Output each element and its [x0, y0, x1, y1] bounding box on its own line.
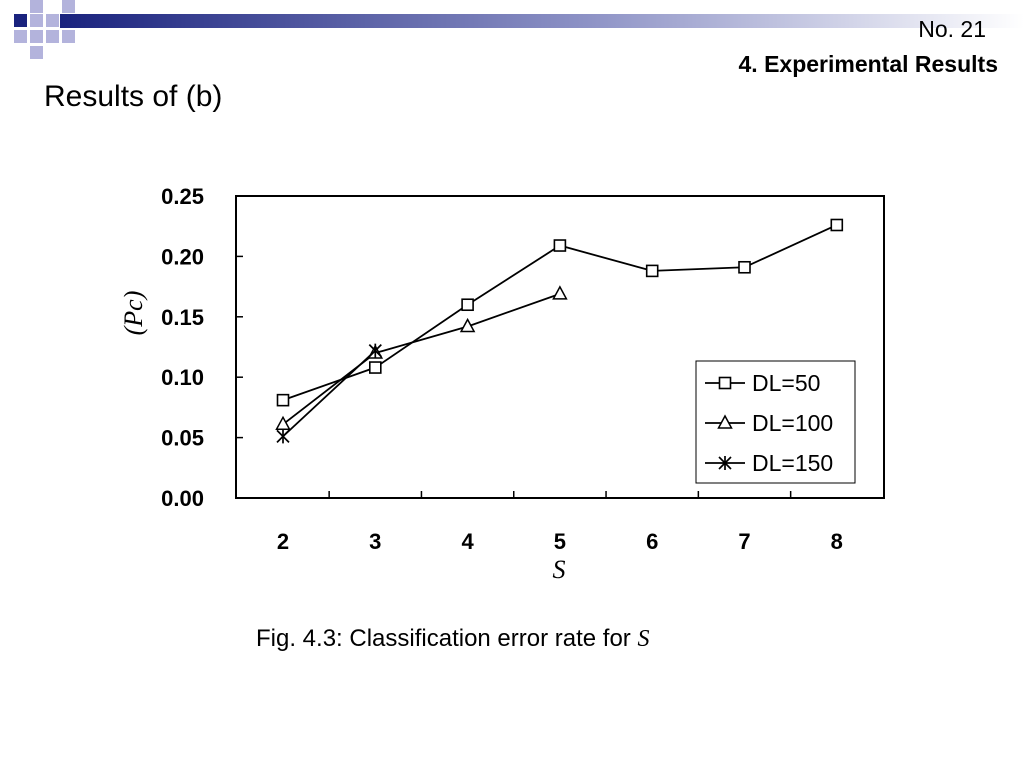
header-band [60, 14, 1024, 28]
x-tick-label: 4 [461, 529, 474, 554]
data-point [645, 264, 659, 278]
data-point [276, 429, 290, 444]
legend-marker [717, 414, 733, 429]
y-tick-label: 0.15 [161, 305, 204, 330]
slide-title: Results of (b) [44, 80, 223, 113]
svg-text:(Pc): (Pc) [119, 291, 148, 336]
data-point [552, 285, 568, 300]
x-tick-label: 5 [554, 529, 566, 554]
y-tick-label: 0.20 [161, 244, 204, 269]
banner-square [62, 30, 75, 43]
banner-square [30, 0, 43, 13]
banner-square [14, 30, 27, 43]
legend-label: DL=150 [752, 450, 833, 476]
slide-number: No. 21 [918, 16, 986, 42]
data-point [368, 343, 382, 358]
banner-square [30, 14, 43, 27]
figure-caption: Fig. 4.3: Classification error rate for … [256, 625, 649, 653]
x-tick-label: 6 [646, 529, 658, 554]
banner-square [62, 0, 75, 13]
data-point [553, 239, 567, 252]
y-tick-label: 0.05 [161, 426, 204, 451]
x-tick-label: 7 [738, 529, 750, 554]
legend-marker [718, 376, 732, 390]
banner-square [30, 30, 43, 43]
y-tick-label: 0.10 [161, 365, 204, 390]
data-point [738, 260, 751, 274]
y-tick-label: 0.00 [161, 486, 204, 511]
y-tick-label: 0.25 [161, 184, 204, 209]
data-point [276, 393, 290, 407]
legend: DL=50 DL=100 DL=150 [695, 360, 856, 484]
x-tick-label: 3 [369, 529, 381, 554]
header-banner [14, 0, 1024, 59]
data-point [275, 415, 291, 431]
x-tick-label: 2 [277, 529, 289, 554]
legend-label: DL=100 [752, 410, 833, 436]
banner-square [14, 14, 27, 27]
banner-square [46, 30, 59, 43]
data-point [459, 317, 476, 333]
caption-variable: S [637, 626, 650, 652]
line-chart: 0.00 0.05 0.10 0.15 0.20 0.25 2 3 4 5 6 7 8 S (Pc) D… [119, 184, 885, 584]
data-point [830, 218, 844, 232]
legend-marker [718, 456, 732, 470]
x-tick-label: 8 [831, 529, 843, 554]
section-title: 4. Experimental Results [738, 51, 999, 77]
legend-label: DL=50 [752, 370, 820, 396]
banner-square [46, 14, 59, 27]
series-line-dl-100 [282, 292, 561, 426]
series-line-dl-150 [282, 349, 376, 438]
data-point [368, 361, 382, 374]
x-axis-label: S [553, 555, 566, 584]
y-axis-label: (Pc) [119, 291, 148, 336]
caption-text: Fig. 4.3: Classification error rate for [256, 625, 638, 652]
banner-square [30, 46, 43, 59]
data-point [461, 298, 474, 312]
